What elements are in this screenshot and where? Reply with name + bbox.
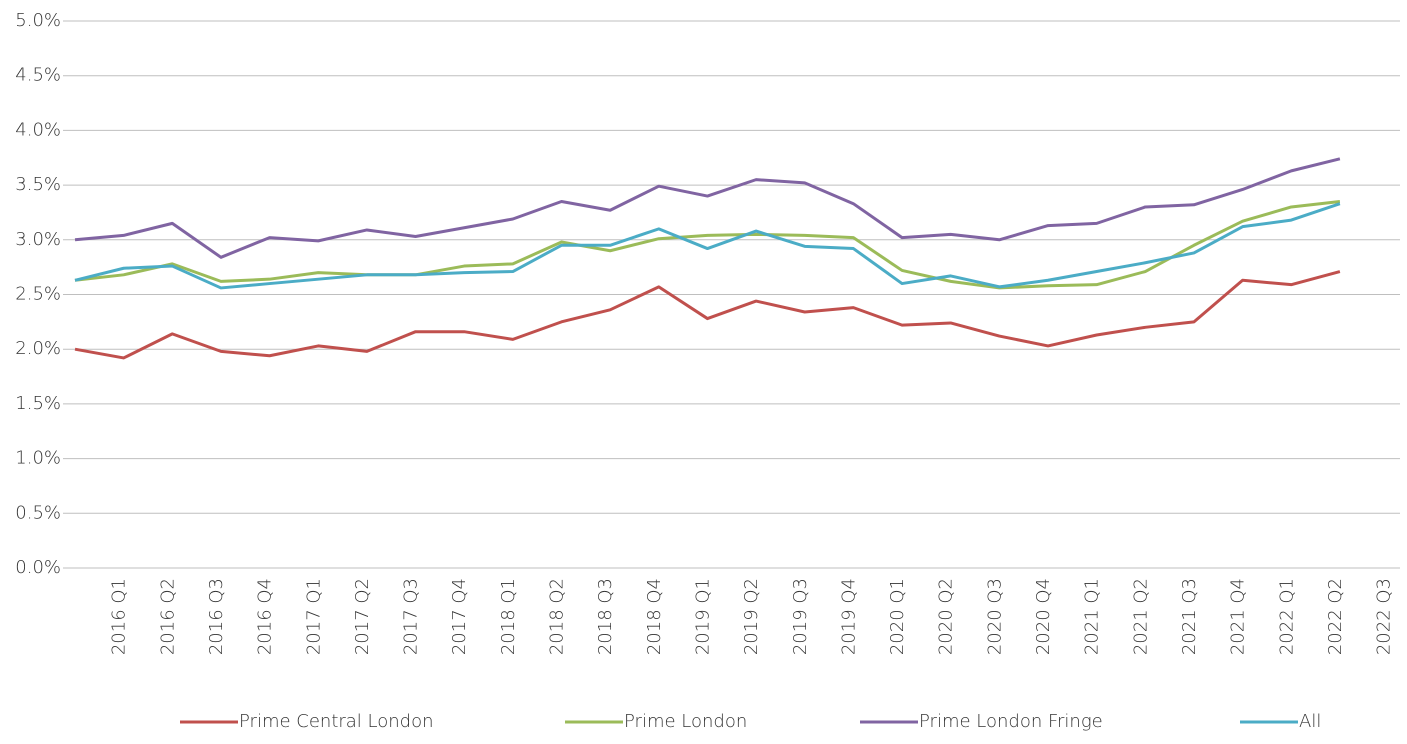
x-tick-label: 2021 Q2 (1130, 578, 1151, 655)
legend-label: Prime London Fringe (919, 711, 1103, 732)
legend-label: All (1299, 711, 1321, 732)
x-tick-label: 2020 Q3 (984, 578, 1005, 655)
y-tick-label: 1.5% (15, 393, 61, 414)
x-tick-label: 2021 Q3 (1179, 578, 1200, 655)
x-tick-label: 2022 Q3 (1374, 578, 1395, 655)
x-tick-label: 2017 Q4 (449, 578, 470, 655)
y-tick-label: 5.0% (15, 10, 61, 31)
y-tick-label: 2.5% (15, 284, 61, 305)
x-tick-label: 2019 Q1 (692, 578, 713, 655)
legend-label: Prime London (624, 711, 747, 732)
y-tick-label: 0.5% (15, 502, 61, 523)
x-tick-label: 2019 Q4 (838, 578, 859, 655)
y-tick-label: 4.5% (15, 65, 61, 86)
x-tick-label: 2020 Q4 (1033, 578, 1054, 655)
series-line (74, 157, 1341, 259)
x-tick-label: 2020 Q2 (936, 578, 957, 655)
x-tick-label: 2022 Q2 (1325, 578, 1346, 655)
x-tick-label: 2018 Q3 (595, 578, 616, 655)
x-tick-label: 2018 Q4 (644, 578, 665, 655)
x-tick-label: 2022 Q1 (1276, 578, 1297, 655)
y-tick-label: 3.0% (15, 229, 61, 250)
x-tick-label: 2016 Q3 (206, 578, 227, 655)
x-tick-label: 2019 Q2 (741, 578, 762, 655)
x-tick-label: 2019 Q3 (790, 578, 811, 655)
x-tick-label: 2021 Q1 (1082, 578, 1103, 655)
series-line (74, 270, 1341, 360)
x-tick-label: 2017 Q1 (303, 578, 324, 655)
y-tick-label: 2.0% (15, 338, 61, 359)
x-tick-label: 2016 Q4 (255, 578, 276, 655)
y-tick-label: 1.0% (15, 448, 61, 469)
x-tick-label: 2018 Q1 (498, 578, 519, 655)
y-tick-label: 3.5% (15, 174, 61, 195)
legend-label: Prime Central London (239, 711, 434, 732)
y-tick-label: 0.0% (15, 557, 61, 578)
series-line (74, 200, 1341, 290)
x-tick-label: 2016 Q1 (109, 578, 130, 655)
x-tick-label: 2021 Q4 (1228, 578, 1249, 655)
x-tick-label: 2020 Q1 (887, 578, 908, 655)
x-tick-label: 2017 Q2 (352, 578, 373, 655)
x-tick-label: 2017 Q3 (401, 578, 422, 655)
x-tick-label: 2018 Q2 (547, 578, 568, 655)
y-tick-label: 4.0% (15, 119, 61, 140)
x-tick-label: 2016 Q2 (157, 578, 178, 655)
series-line (74, 202, 1341, 290)
